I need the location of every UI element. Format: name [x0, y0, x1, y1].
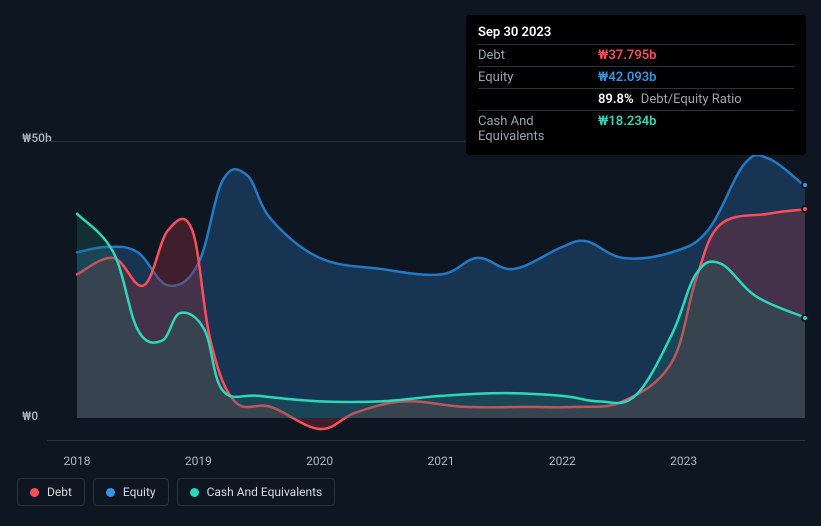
legend-label: Debt	[47, 485, 72, 499]
legend-label: Cash And Equivalents	[207, 485, 323, 499]
tooltip-row: Equity₩42.093b	[478, 66, 794, 88]
tooltip-value: ₩18.234b	[598, 114, 656, 144]
tooltip-row: Debt₩37.795b	[478, 44, 794, 66]
x-axis-tick: 2020	[306, 454, 333, 468]
x-axis-tick: 2023	[670, 454, 697, 468]
x-axis-tick: 2018	[64, 454, 91, 468]
y-axis-label-zero: ₩0	[22, 409, 38, 423]
x-axis-tick: 2019	[185, 454, 212, 468]
x-axis: 2018 2019 2020 2021 2022 2023	[47, 446, 805, 466]
series-end-marker	[801, 205, 809, 213]
chart-plot-area[interactable]	[47, 141, 805, 441]
tooltip-value: ₩37.795b	[598, 48, 656, 63]
tooltip-value: 89.8% Debt/Equity Ratio	[598, 92, 742, 107]
legend-swatch-icon	[30, 488, 39, 497]
legend-item[interactable]: Cash And Equivalents	[177, 478, 336, 506]
legend-swatch-icon	[106, 488, 115, 497]
chart-legend: Debt Equity Cash And Equivalents	[17, 478, 335, 506]
legend-item[interactable]: Equity	[93, 478, 169, 506]
x-axis-tick: 2021	[428, 454, 455, 468]
legend-label: Equity	[123, 485, 156, 499]
tooltip-label: Cash And Equivalents	[478, 114, 598, 144]
legend-item[interactable]: Debt	[17, 478, 85, 506]
tooltip-label: Equity	[478, 70, 598, 85]
series-end-marker	[801, 314, 809, 322]
chart-tooltip: Sep 30 2023 Debt₩37.795bEquity₩42.093b89…	[466, 15, 806, 155]
legend-swatch-icon	[190, 488, 199, 497]
tooltip-date: Sep 30 2023	[478, 23, 794, 44]
tooltip-label	[478, 92, 598, 107]
x-axis-tick: 2022	[549, 454, 576, 468]
tooltip-value: ₩42.093b	[598, 70, 656, 85]
series-end-marker	[801, 181, 809, 189]
tooltip-row: 89.8% Debt/Equity Ratio	[478, 88, 794, 110]
tooltip-suffix: Debt/Equity Ratio	[638, 92, 742, 107]
tooltip-label: Debt	[478, 48, 598, 63]
tooltip-row: Cash And Equivalents₩18.234b	[478, 110, 794, 147]
